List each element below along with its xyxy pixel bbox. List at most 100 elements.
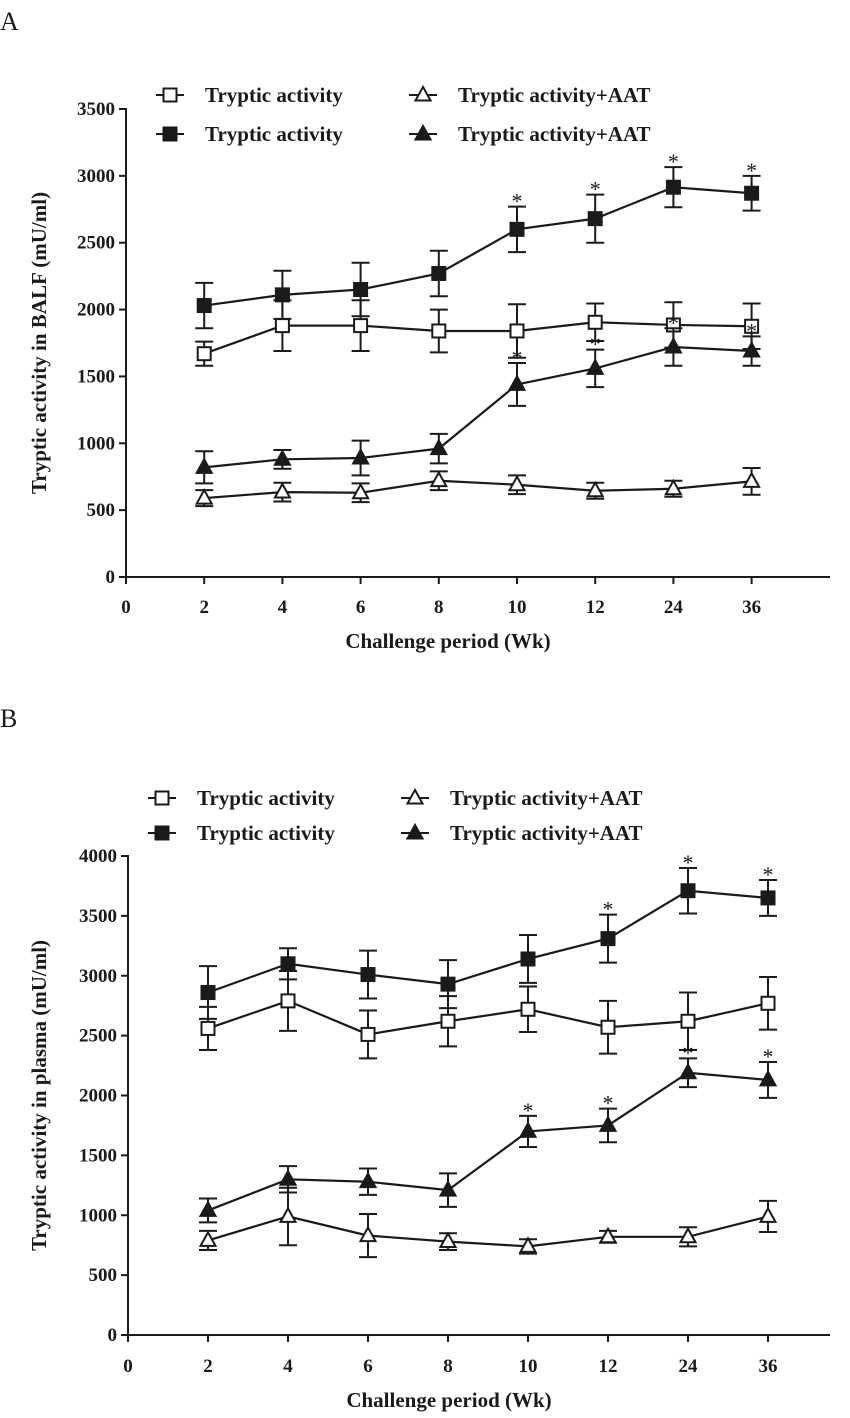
legend-item: Tryptic activity xyxy=(156,122,343,146)
legend-marker xyxy=(162,87,178,103)
series-2 xyxy=(195,467,761,508)
legend-item: Tryptic activity xyxy=(148,821,335,845)
data-point xyxy=(353,282,369,298)
data-point xyxy=(742,340,761,358)
data-point xyxy=(760,890,776,906)
data-point xyxy=(742,471,761,488)
x-tick-label: 2 xyxy=(203,1356,213,1377)
significance-star: * xyxy=(590,177,601,202)
legend-item: Tryptic activity+AAT xyxy=(401,786,643,810)
panel-label: A xyxy=(0,7,19,36)
significance-star: * xyxy=(746,158,757,183)
data-point xyxy=(440,976,456,992)
y-tick-label: 1000 xyxy=(79,1205,117,1226)
legend-label: Tryptic activity+AAT xyxy=(458,122,651,146)
x-axis-title: Challenge period (Wk) xyxy=(345,629,550,653)
data-point xyxy=(509,323,525,339)
y-tick-label: 2000 xyxy=(79,1086,117,1107)
data-point xyxy=(665,179,681,195)
data-point xyxy=(198,1200,218,1217)
significance-star: * xyxy=(603,897,614,922)
legend-item: Tryptic activity+AAT xyxy=(409,83,651,107)
significance-star: * xyxy=(763,1044,774,1069)
x-tick-label: 4 xyxy=(283,1356,293,1377)
data-point xyxy=(587,314,603,330)
x-tick-label: 0 xyxy=(123,1356,133,1377)
data-point xyxy=(744,185,760,201)
y-tick-label: 500 xyxy=(89,1265,118,1286)
y-tick-label: 2500 xyxy=(77,233,115,254)
significance-star: * xyxy=(590,332,601,357)
legend-label: Tryptic activity xyxy=(197,821,335,845)
data-point xyxy=(196,346,212,362)
data-point xyxy=(195,457,214,474)
data-point xyxy=(520,951,536,967)
series-line xyxy=(203,321,752,355)
legend-marker xyxy=(405,787,425,805)
data-point xyxy=(273,449,292,466)
legend-marker xyxy=(405,822,425,840)
x-tick-label: 36 xyxy=(759,1356,778,1377)
series-2 xyxy=(198,1186,778,1259)
y-tick-label: 3500 xyxy=(79,906,117,927)
x-tick-label: 24 xyxy=(664,597,684,618)
y-tick-label: 2500 xyxy=(79,1026,117,1047)
legend-label: Tryptic activity xyxy=(197,786,335,810)
data-point xyxy=(429,438,448,456)
data-point xyxy=(678,1226,698,1244)
data-point xyxy=(744,318,760,334)
x-tick-label: 2 xyxy=(199,597,209,618)
legend-marker xyxy=(162,126,178,142)
significance-star: * xyxy=(746,318,757,343)
legend-item: Tryptic activity xyxy=(156,83,343,107)
data-point xyxy=(758,1206,778,1223)
y-tick-label: 1500 xyxy=(77,366,115,387)
series-line xyxy=(207,999,769,1036)
legend-label: Tryptic activity+AAT xyxy=(458,83,651,107)
y-tick-label: 2000 xyxy=(77,300,115,321)
significance-star: * xyxy=(603,1091,614,1116)
series-3: * * * * xyxy=(195,310,761,485)
data-point xyxy=(280,956,296,972)
x-tick-label: 12 xyxy=(599,1356,618,1377)
data-point xyxy=(351,482,370,500)
legend-item: Tryptic activity+AAT xyxy=(401,821,643,845)
legend-item: Tryptic activity xyxy=(148,786,335,810)
data-point xyxy=(509,221,525,237)
x-tick-label: 10 xyxy=(519,1356,538,1377)
y-axis-title: Tryptic activity in plasma (mU/ml) xyxy=(27,940,51,1251)
data-point xyxy=(195,487,214,505)
y-tick-label: 3000 xyxy=(77,166,115,187)
data-point xyxy=(274,318,290,334)
data-point xyxy=(353,318,369,334)
legend-label: Tryptic activity+AAT xyxy=(450,786,643,810)
x-axis-title: Challenge period (Wk) xyxy=(346,1388,551,1412)
y-tick-label: 1500 xyxy=(79,1145,117,1166)
significance-star: * xyxy=(512,189,523,214)
data-point xyxy=(278,1169,298,1186)
data-point xyxy=(440,1013,456,1029)
data-point xyxy=(431,323,447,339)
data-point xyxy=(431,265,447,281)
data-point xyxy=(358,1225,378,1243)
y-tick-label: 3500 xyxy=(77,99,115,120)
series-line xyxy=(204,345,752,469)
data-point xyxy=(586,480,605,498)
significance-star: * xyxy=(668,310,679,335)
y-axis-title: Tryptic activity in BALF (mU/ml) xyxy=(27,192,51,494)
series-line xyxy=(204,186,752,307)
data-point xyxy=(351,447,370,465)
legend: Tryptic activity Tryptic activity Tryptic … xyxy=(156,83,651,146)
x-tick-label: 4 xyxy=(278,597,288,618)
data-point xyxy=(518,1236,538,1253)
series-line xyxy=(207,1215,769,1248)
data-point xyxy=(678,1062,698,1080)
significance-star: * xyxy=(683,850,694,875)
legend-marker xyxy=(154,790,170,806)
data-point xyxy=(598,1226,618,1244)
series-line xyxy=(207,1071,769,1212)
data-point xyxy=(200,985,216,1001)
significance-star: * xyxy=(512,345,523,370)
data-point xyxy=(278,1206,298,1223)
